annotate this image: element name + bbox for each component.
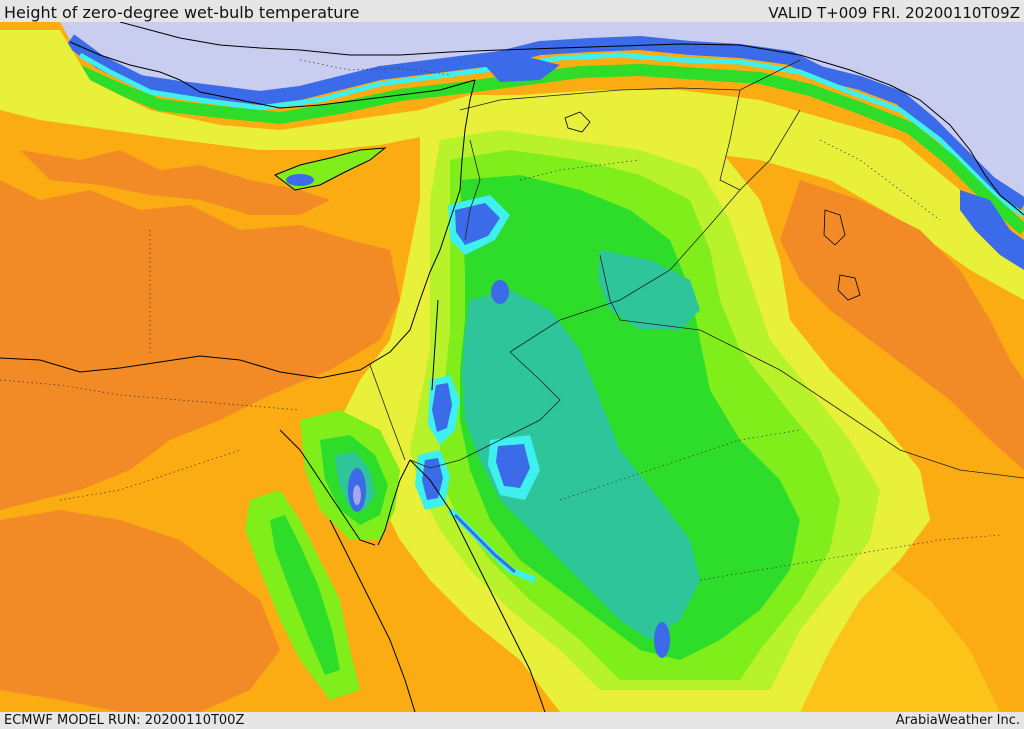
caspian-blue xyxy=(960,190,1024,270)
valid-time-label: VALID T+009 FRI. 20200110T09Z xyxy=(768,4,1020,22)
admin-lines xyxy=(0,59,1001,581)
egypt-dark-orange-2 xyxy=(0,510,280,712)
jordan-blue-core xyxy=(432,383,452,432)
med-dark-orange xyxy=(20,150,330,215)
saudi-blue-core xyxy=(496,444,530,488)
gulf-islands-2 xyxy=(837,274,861,301)
sinai-lavender-core xyxy=(353,485,361,505)
map-title: Height of zero-degree wet-bulb temperatu… xyxy=(4,3,360,22)
coastlines xyxy=(0,22,1024,712)
golan-blue xyxy=(491,280,509,304)
gulf-islands xyxy=(823,209,846,246)
north-yellow-band xyxy=(0,30,1024,300)
jordan-blue-core2 xyxy=(422,458,443,500)
asir-blue xyxy=(654,622,670,658)
north-coast-band xyxy=(65,34,1024,211)
credit-label: ArabiaWeather Inc. xyxy=(895,713,1020,728)
egypt-dark-orange xyxy=(0,180,400,510)
model-run-label: ECMWF MODEL RUN: 20200110T00Z xyxy=(4,713,245,728)
lake-van xyxy=(564,111,591,133)
iran-dark-orange xyxy=(780,180,1024,470)
levant-teal xyxy=(462,290,700,640)
hejaz-blue xyxy=(453,513,516,574)
north-coast-green xyxy=(57,56,1024,235)
iraq-teal xyxy=(598,250,700,330)
black-sea-region xyxy=(60,22,1024,200)
north-coast-cyan xyxy=(78,52,1024,218)
forecast-map[interactable] xyxy=(0,22,1024,712)
country-borders xyxy=(369,59,1024,479)
redsea-coast-green2 xyxy=(270,515,340,675)
cyprus-blue xyxy=(286,174,314,186)
turkey-blue-spot xyxy=(480,55,560,82)
